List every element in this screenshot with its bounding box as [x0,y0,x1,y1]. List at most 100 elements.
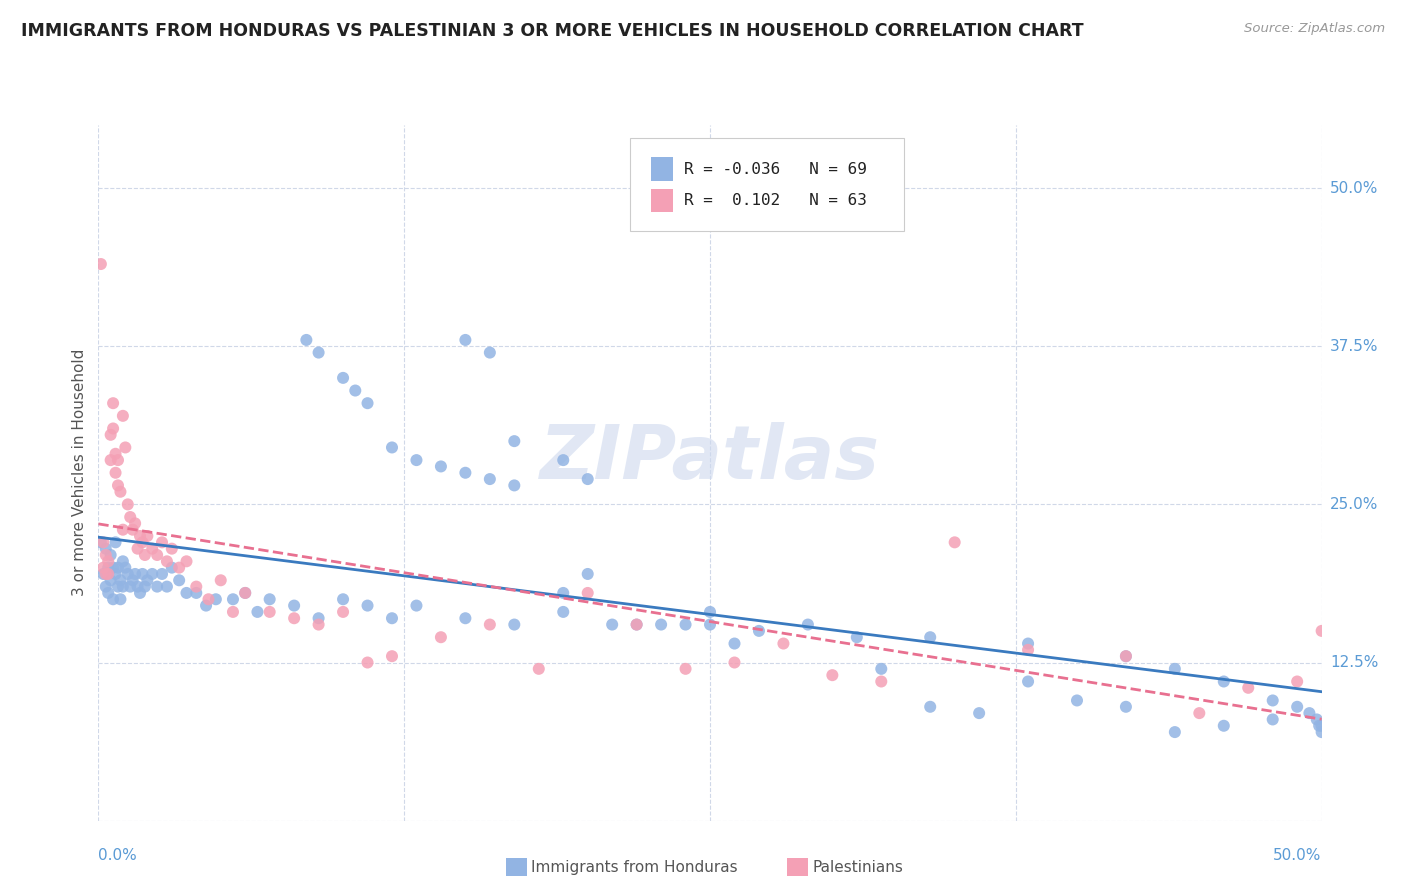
Point [120,510,142,524]
Point [870,662,893,676]
Point [332,592,354,607]
Point [134,580,156,594]
Point [797,617,820,632]
Point [160,560,183,574]
Point [454,466,477,480]
Point [405,599,427,613]
Point [141,566,163,581]
Point [136,529,159,543]
Point [91,560,114,574]
Text: 50.0%: 50.0% [1330,181,1378,195]
Text: 37.5%: 37.5% [1330,339,1378,354]
Point [920,699,942,714]
Point [107,560,129,574]
Point [150,566,173,581]
Text: R = -0.036   N = 69: R = -0.036 N = 69 [685,161,868,177]
Point [186,580,208,594]
Text: 0.0%: 0.0% [98,848,138,863]
Point [150,535,173,549]
Point [454,611,477,625]
Point [104,447,127,461]
Point [576,586,599,600]
Point [233,586,256,600]
Point [748,624,770,638]
Point [114,560,136,574]
Point [259,605,281,619]
Point [205,592,228,607]
Point [1298,706,1320,720]
Point [117,497,139,511]
Point [100,574,122,588]
Point [723,636,745,650]
Point [167,574,190,588]
Point [430,630,453,644]
Point [675,662,697,676]
Point [283,599,305,613]
Point [97,560,120,574]
Point [160,541,183,556]
Point [186,586,208,600]
Point [626,617,648,632]
Point [772,636,794,650]
Point [91,535,114,549]
Point [120,580,142,594]
Point [626,617,648,632]
Point [195,599,218,613]
Point [553,586,575,600]
Point [91,566,114,581]
Text: IMMIGRANTS FROM HONDURAS VS PALESTINIAN 3 OR MORE VEHICLES IN HOUSEHOLD CORRELAT: IMMIGRANTS FROM HONDURAS VS PALESTINIAN … [21,22,1084,40]
Point [156,580,179,594]
Point [600,617,623,632]
Point [104,466,127,480]
Point [222,592,245,607]
Point [110,592,132,607]
Point [197,592,219,607]
Point [967,706,990,720]
Point [104,535,127,549]
Point [356,599,378,613]
Point [503,478,526,492]
Text: Source: ZipAtlas.com: Source: ZipAtlas.com [1244,22,1385,36]
Point [131,535,153,549]
Point [129,529,152,543]
Point [146,548,169,562]
Point [131,566,153,581]
Text: 25.0%: 25.0% [1330,497,1378,512]
Point [381,611,404,625]
Point [1017,674,1039,689]
Point [111,409,134,423]
Point [127,541,149,556]
Point [527,662,550,676]
Point [478,617,501,632]
Point [675,617,697,632]
Point [100,453,122,467]
Text: Palestinians: Palestinians [813,860,904,874]
Point [344,384,367,398]
Point [101,396,124,410]
Point [97,586,120,600]
Point [553,605,575,619]
Point [576,566,599,581]
Point [233,586,256,600]
Point [259,592,281,607]
Point [356,396,378,410]
Point [405,453,427,467]
Point [1017,643,1039,657]
Point [295,333,318,347]
Point [104,566,127,581]
Point [167,560,190,574]
Point [1261,693,1284,707]
Text: 50.0%: 50.0% [1274,848,1322,863]
Point [136,574,159,588]
Point [111,554,134,568]
Point [503,617,526,632]
Point [94,580,117,594]
Point [699,617,721,632]
Point [90,535,112,549]
Y-axis label: 3 or more Vehicles in Household: 3 or more Vehicles in Household [72,349,87,597]
Point [107,580,129,594]
Point [94,548,117,562]
Point [430,459,453,474]
Point [134,548,156,562]
Point [121,574,143,588]
